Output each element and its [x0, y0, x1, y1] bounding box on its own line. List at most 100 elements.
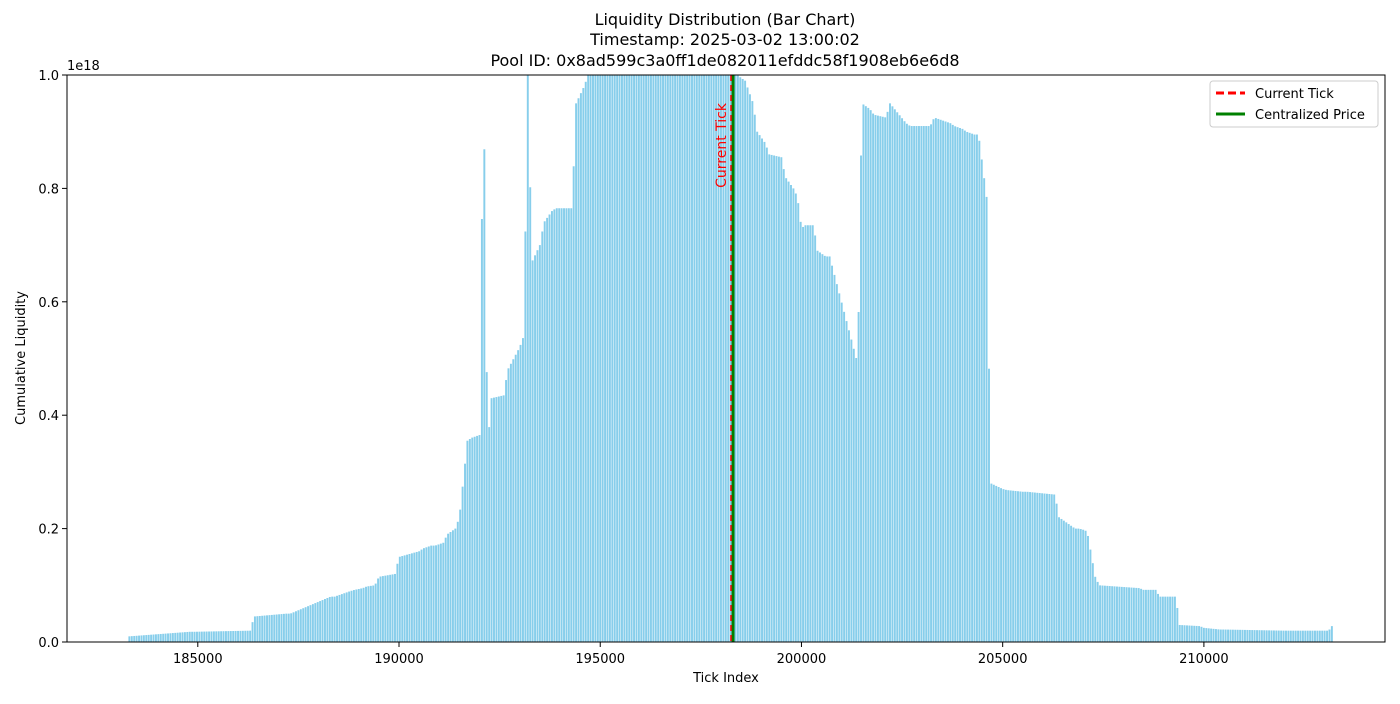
- liquidity-bar: [280, 614, 283, 642]
- liquidity-bar: [828, 256, 831, 642]
- liquidity-bar: [389, 574, 392, 642]
- liquidity-bar: [1299, 630, 1302, 642]
- liquidity-bar: [1171, 596, 1174, 642]
- liquidity-bar: [1142, 589, 1145, 642]
- liquidity-bar: [350, 590, 353, 642]
- liquidity-bar: [637, 75, 640, 642]
- liquidity-bar: [664, 75, 667, 642]
- liquidity-bar: [483, 149, 486, 642]
- liquidity-bar: [145, 635, 148, 642]
- liquidity-bar: [328, 596, 331, 642]
- liquidity-bar: [1033, 492, 1036, 642]
- liquidity-bar: [645, 75, 648, 642]
- liquidity-bar: [263, 615, 266, 642]
- liquidity-bar: [584, 81, 587, 643]
- liquidity-bar: [666, 75, 669, 642]
- liquidity-bar: [908, 125, 911, 642]
- liquidity-bar: [1260, 630, 1263, 642]
- liquidity-bar: [652, 75, 655, 642]
- liquidity-bar: [171, 633, 174, 642]
- liquidity-bar: [319, 601, 322, 642]
- liquidity-bar: [229, 631, 232, 642]
- liquidity-bar: [838, 293, 841, 642]
- liquidity-bar: [490, 398, 493, 642]
- liquidity-bar: [1096, 581, 1099, 642]
- liquidity-bar: [1219, 629, 1222, 642]
- liquidity-bar: [343, 593, 346, 642]
- liquidity-bar: [1231, 629, 1234, 642]
- liquidity-bar: [642, 75, 645, 642]
- liquidity-bar: [920, 126, 923, 642]
- liquidity-bar: [811, 225, 814, 642]
- liquidity-bar: [430, 545, 433, 642]
- liquidity-bar: [647, 75, 650, 642]
- liquidity-bar: [758, 135, 761, 642]
- liquidity-bar: [1043, 493, 1046, 642]
- liquidity-bar: [1280, 630, 1283, 642]
- liquidity-bar: [1021, 491, 1024, 642]
- liquidity-bar: [1210, 628, 1213, 642]
- liquidity-bar: [881, 116, 884, 642]
- liquidity-bar: [715, 75, 718, 642]
- liquidity-bar: [944, 121, 947, 643]
- liquidity-bar: [688, 75, 691, 642]
- liquidity-bar: [927, 126, 930, 642]
- liquidity-bar: [500, 395, 503, 642]
- liquidity-bar: [640, 75, 643, 642]
- liquidity-bar: [234, 630, 237, 642]
- liquidity-bar: [835, 284, 838, 642]
- liquidity-bar: [1120, 586, 1123, 642]
- liquidity-bar: [1265, 630, 1268, 642]
- liquidity-bar: [563, 208, 565, 642]
- liquidity-bar: [1321, 630, 1324, 642]
- liquidity-bar: [427, 546, 430, 642]
- liquidity-bar: [956, 127, 959, 642]
- liquidity-bar: [862, 104, 865, 643]
- liquidity-bar: [782, 169, 785, 642]
- liquidity-bar: [1019, 491, 1022, 642]
- liquidity-bar: [292, 612, 295, 642]
- liquidity-bar: [249, 630, 252, 642]
- liquidity-bar: [768, 154, 771, 642]
- liquidity-bar: [285, 613, 288, 642]
- liquidity-bar: [630, 75, 633, 642]
- liquidity-bar: [794, 193, 797, 642]
- liquidity-bar: [608, 75, 611, 642]
- liquidity-bar: [333, 596, 336, 642]
- liquidity-bar: [406, 554, 409, 642]
- liquidity-bar: [461, 486, 464, 642]
- liquidity-bar: [1111, 586, 1114, 642]
- liquidity-bar: [683, 75, 686, 642]
- liquidity-bar: [164, 633, 167, 642]
- liquidity-bar: [695, 75, 698, 642]
- liquidity-bar: [744, 80, 747, 643]
- liquidity-bar: [720, 75, 722, 642]
- liquidity-bar: [845, 321, 848, 642]
- liquidity-bar: [299, 609, 302, 642]
- liquidity-bar: [391, 574, 394, 642]
- liquidity-bar: [988, 368, 990, 642]
- liquidity-bar: [142, 635, 145, 642]
- liquidity-bar: [519, 344, 522, 642]
- liquidity-bar: [212, 631, 215, 642]
- y-tick-label: 0.8: [38, 182, 59, 197]
- liquidity-bar: [1009, 490, 1012, 642]
- liquidity-bar: [468, 439, 471, 642]
- liquidity-bar: [147, 634, 150, 642]
- liquidity-bar: [934, 118, 937, 643]
- liquidity-bar: [847, 330, 850, 642]
- liquidity-bar: [1256, 630, 1258, 642]
- liquidity-bar: [1094, 576, 1097, 642]
- liquidity-bar: [761, 138, 763, 642]
- liquidity-bar: [816, 250, 819, 642]
- liquidity-bar: [891, 106, 894, 642]
- liquidity-bar: [398, 556, 401, 642]
- plot-frame: [66, 74, 1386, 643]
- liquidity-bar: [1294, 630, 1297, 642]
- liquidity-bar: [1147, 589, 1150, 642]
- liquidity-bar: [1157, 593, 1159, 642]
- liquidity-bar: [939, 119, 942, 643]
- liquidity-bar: [1077, 528, 1080, 642]
- liquidity-bar: [611, 75, 614, 642]
- liquidity-bar: [901, 118, 904, 643]
